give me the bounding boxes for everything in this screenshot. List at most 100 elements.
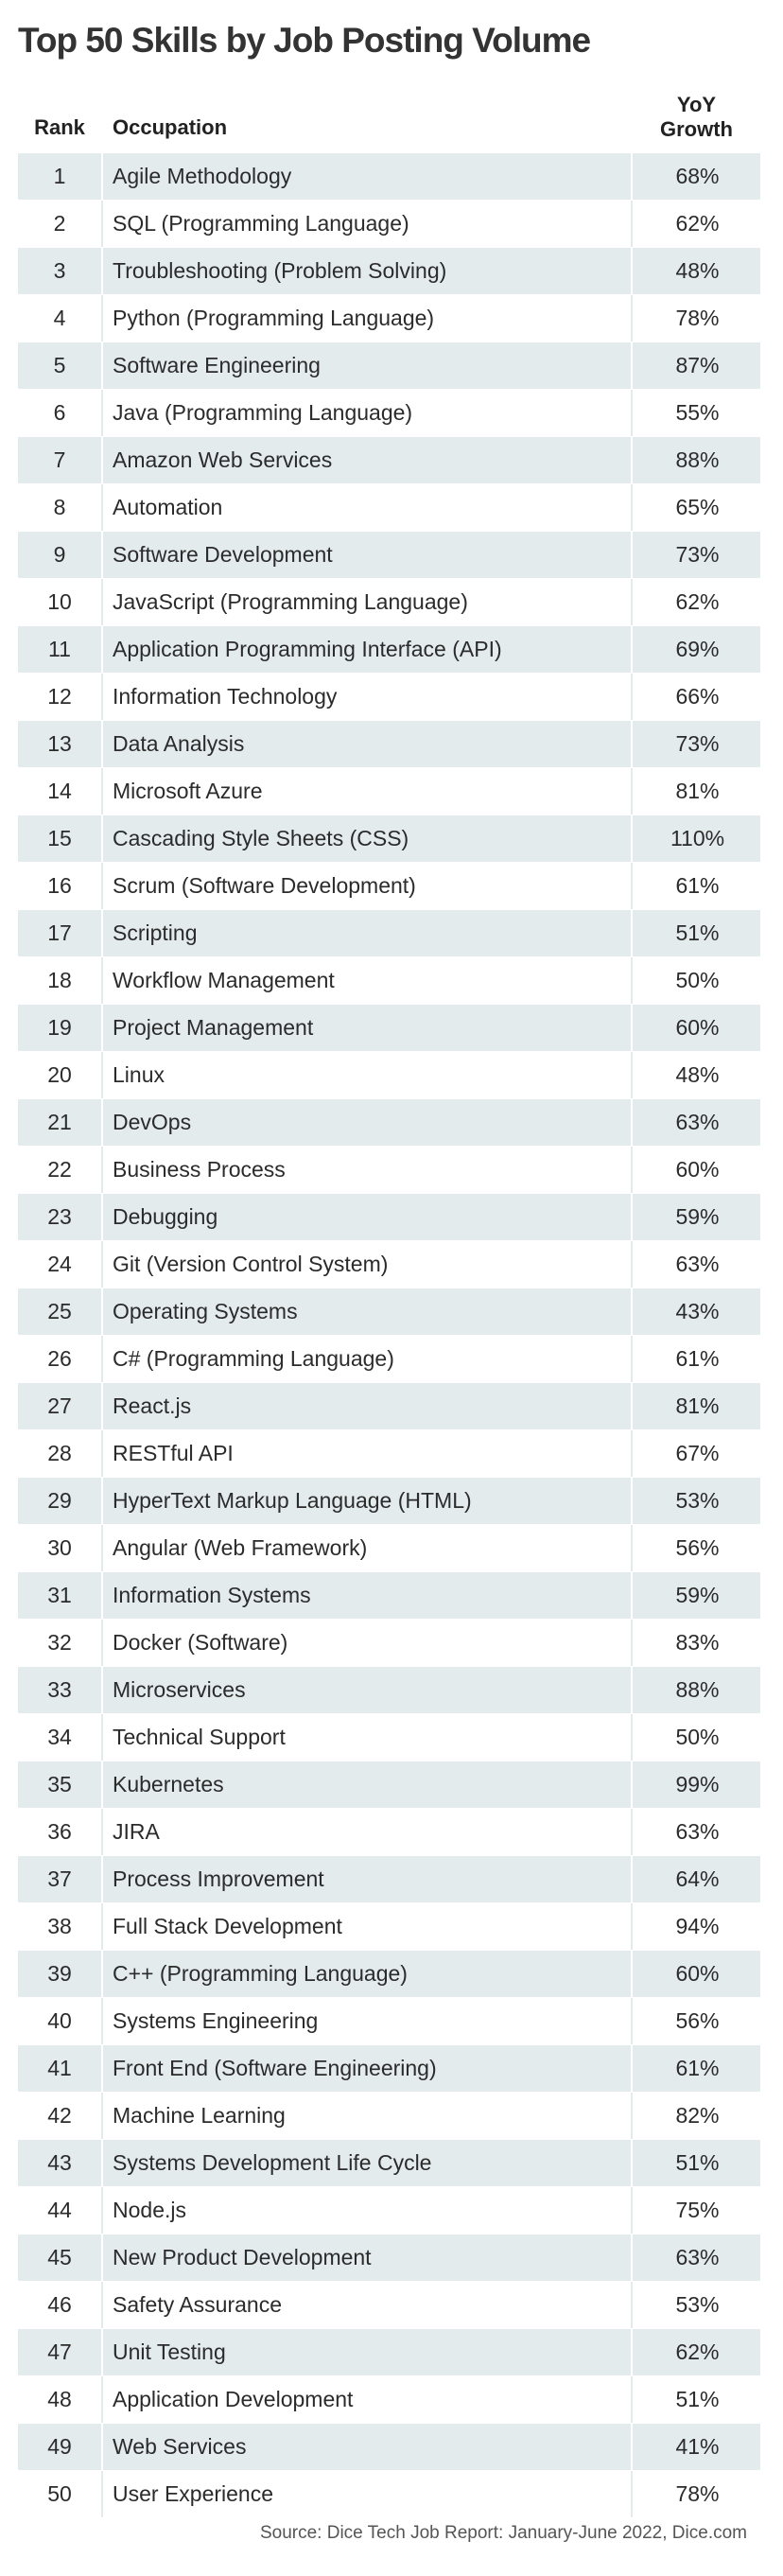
- growth-cell: 51%: [631, 910, 762, 956]
- rank-cell: 13: [18, 721, 103, 767]
- rank-cell: 39: [18, 1951, 103, 1997]
- growth-cell: 61%: [631, 863, 762, 909]
- growth-cell: 110%: [631, 815, 762, 862]
- occupation-cell: Front End (Software Engineering): [113, 2056, 437, 2080]
- rank-cell: 20: [18, 1052, 103, 1098]
- growth-cell: 82%: [631, 2093, 762, 2139]
- growth-cell: 75%: [631, 2187, 762, 2234]
- table-row: 16 Scrum (Software Development) 61%: [18, 863, 760, 910]
- rank-cell: 14: [18, 768, 103, 815]
- growth-cell: 99%: [631, 1761, 762, 1808]
- occupation-cell: Docker (Software): [113, 1630, 288, 1655]
- column-header-rank: Rank: [34, 115, 85, 139]
- rank-cell: 27: [18, 1383, 103, 1429]
- table-row: 22 Business Process 60%: [18, 1147, 760, 1194]
- table-row: 34 Technical Support 50%: [18, 1714, 760, 1761]
- growth-cell: 50%: [631, 957, 762, 1004]
- growth-cell: 48%: [631, 1052, 762, 1098]
- occupation-cell: Systems Engineering: [113, 2008, 319, 2033]
- rank-cell: 45: [18, 2234, 103, 2281]
- column-header-occupation: Occupation: [113, 115, 228, 139]
- growth-cell: 63%: [631, 1099, 762, 1146]
- rank-cell: 21: [18, 1099, 103, 1146]
- rank-cell: 31: [18, 1572, 103, 1619]
- table-row: 30 Angular (Web Framework) 56%: [18, 1525, 760, 1572]
- occupation-cell: Project Management: [113, 1015, 314, 1040]
- rank-cell: 32: [18, 1620, 103, 1666]
- rank-cell: 2: [18, 201, 103, 247]
- occupation-cell: JavaScript (Programming Language): [113, 589, 468, 614]
- rank-cell: 18: [18, 957, 103, 1004]
- occupation-cell: Microsoft Azure: [113, 779, 263, 803]
- occupation-cell: User Experience: [113, 2481, 274, 2506]
- table-row: 41 Front End (Software Engineering) 61%: [18, 2045, 760, 2093]
- rank-cell: 6: [18, 390, 103, 436]
- occupation-cell: Microservices: [113, 1677, 246, 1702]
- growth-cell: 51%: [631, 2140, 762, 2186]
- rank-cell: 17: [18, 910, 103, 956]
- rank-cell: 16: [18, 863, 103, 909]
- table-row: 3 Troubleshooting (Problem Solving) 48%: [18, 248, 760, 295]
- table-row: 21 DevOps 63%: [18, 1099, 760, 1147]
- growth-cell: 88%: [631, 1667, 762, 1713]
- growth-cell: 63%: [631, 2234, 762, 2281]
- occupation-cell: Debugging: [113, 1204, 218, 1229]
- growth-cell: 73%: [631, 532, 762, 578]
- table-header: Rank Occupation YoY Growth: [18, 87, 760, 149]
- rank-cell: 4: [18, 295, 103, 342]
- table-row: 5 Software Engineering 87%: [18, 342, 760, 390]
- growth-cell: 78%: [631, 295, 762, 342]
- occupation-cell: Process Improvement: [113, 1866, 324, 1891]
- growth-cell: 65%: [631, 484, 762, 531]
- rank-cell: 46: [18, 2282, 103, 2328]
- growth-cell: 53%: [631, 1478, 762, 1524]
- skills-table: 1 Agile Methodology 68% 2 SQL (Programming L…: [18, 153, 760, 2518]
- growth-cell: 87%: [631, 342, 762, 389]
- growth-cell: 88%: [631, 437, 762, 483]
- occupation-cell: Web Services: [113, 2434, 247, 2459]
- rank-cell: 12: [18, 674, 103, 720]
- occupation-cell: Data Analysis: [113, 731, 245, 756]
- table-row: 45 New Product Development 63%: [18, 2234, 760, 2282]
- occupation-cell: Workflow Management: [113, 968, 335, 992]
- table-row: 4 Python (Programming Language) 78%: [18, 295, 760, 342]
- occupation-cell: Java (Programming Language): [113, 400, 413, 425]
- table-row: 17 Scripting 51%: [18, 910, 760, 957]
- growth-cell: 62%: [631, 579, 762, 625]
- occupation-cell: Operating Systems: [113, 1299, 298, 1323]
- table-row: 26 C# (Programming Language) 61%: [18, 1336, 760, 1383]
- occupation-cell: React.js: [113, 1393, 192, 1418]
- table-row: 48 Application Development 51%: [18, 2376, 760, 2424]
- growth-cell: 55%: [631, 390, 762, 436]
- table-row: 27 React.js 81%: [18, 1383, 760, 1430]
- rank-cell: 24: [18, 1241, 103, 1288]
- occupation-cell: C++ (Programming Language): [113, 1961, 408, 1986]
- growth-cell: 60%: [631, 1147, 762, 1193]
- occupation-cell: Kubernetes: [113, 1772, 224, 1796]
- occupation-cell: Business Process: [113, 1157, 286, 1182]
- rank-cell: 29: [18, 1478, 103, 1524]
- rank-cell: 50: [18, 2471, 103, 2517]
- growth-cell: 56%: [631, 1525, 762, 1571]
- rank-cell: 30: [18, 1525, 103, 1571]
- rank-cell: 36: [18, 1809, 103, 1855]
- growth-cell: 63%: [631, 1241, 762, 1288]
- growth-cell: 62%: [631, 201, 762, 247]
- growth-cell: 60%: [631, 1005, 762, 1051]
- occupation-cell: SQL (Programming Language): [113, 211, 409, 236]
- table-row: 38 Full Stack Development 94%: [18, 1903, 760, 1951]
- rank-cell: 19: [18, 1005, 103, 1051]
- rank-cell: 1: [18, 153, 103, 200]
- growth-cell: 43%: [631, 1288, 762, 1335]
- table-row: 50 User Experience 78%: [18, 2471, 760, 2518]
- table-row: 19 Project Management 60%: [18, 1005, 760, 1052]
- column-header-growth-line1: YoY: [676, 93, 717, 116]
- occupation-cell: Application Programming Interface (API): [113, 637, 502, 661]
- table-row: 9 Software Development 73%: [18, 532, 760, 579]
- occupation-cell: Git (Version Control System): [113, 1252, 389, 1276]
- table-row: 29 HyperText Markup Language (HTML) 53%: [18, 1478, 760, 1525]
- table-row: 15 Cascading Style Sheets (CSS) 110%: [18, 815, 760, 863]
- occupation-cell: Full Stack Development: [113, 1914, 342, 1938]
- rank-cell: 15: [18, 815, 103, 862]
- growth-cell: 41%: [631, 2424, 762, 2470]
